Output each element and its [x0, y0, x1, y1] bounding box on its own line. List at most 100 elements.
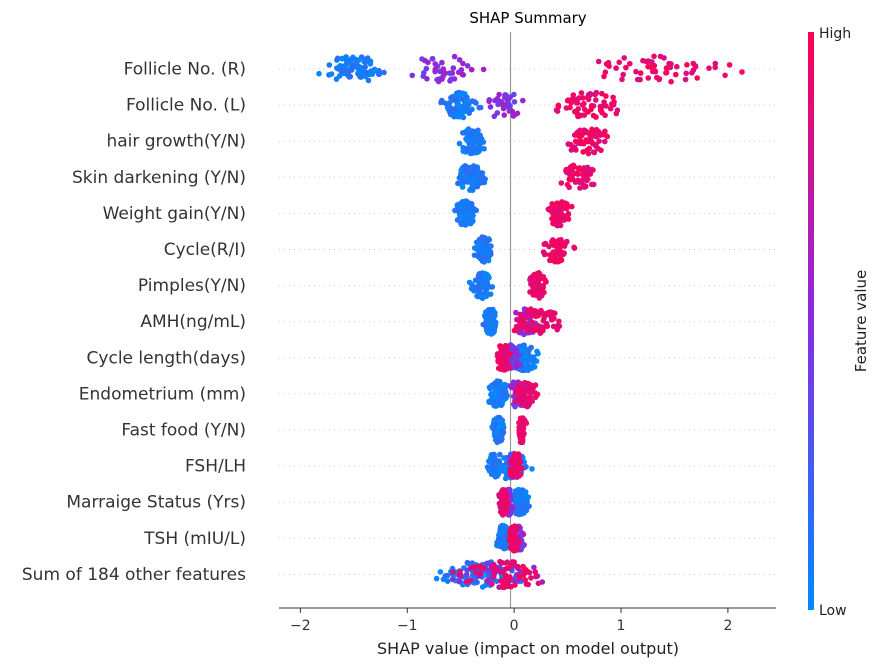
shap-dot — [448, 94, 454, 101]
shap-dot — [692, 64, 699, 70]
shap-dot — [501, 455, 507, 461]
shap-dot — [600, 130, 607, 137]
shap-dot — [579, 177, 585, 184]
shap-dot — [469, 129, 476, 135]
shap-dot — [579, 102, 586, 108]
shap-dot — [516, 329, 522, 335]
shap-dot — [409, 72, 416, 79]
shap-dot — [556, 318, 562, 325]
shap-dot — [539, 292, 545, 299]
shap-dot — [474, 174, 481, 181]
shap-dot — [548, 255, 555, 262]
shap-dot — [517, 324, 524, 330]
shap-dot — [521, 507, 528, 513]
shap-dot — [582, 174, 589, 180]
shap-dot — [589, 166, 595, 173]
shap-dot — [606, 63, 612, 69]
shap-dot — [478, 565, 484, 572]
shap-dot — [542, 277, 548, 283]
shap-dot — [362, 56, 368, 63]
shap-dot — [515, 452, 521, 459]
shap-dot — [549, 309, 556, 316]
shap-dot — [499, 504, 505, 511]
shap-dot — [469, 209, 476, 215]
shap-dot — [491, 569, 497, 575]
shap-dot — [674, 63, 680, 70]
shap-dot — [490, 306, 496, 313]
shap-dot — [663, 69, 670, 76]
shap-dot — [494, 402, 501, 409]
colorbar-title: Feature value — [852, 270, 870, 372]
shap-dot — [465, 203, 472, 210]
shap-dot — [477, 570, 483, 577]
shap-dot — [567, 174, 574, 181]
shap-dot — [602, 138, 608, 145]
shap-dot — [434, 76, 440, 83]
shap-dot — [451, 53, 458, 60]
shap-dot — [450, 569, 456, 575]
shap-dot — [432, 66, 439, 72]
shap-dot — [535, 322, 541, 329]
shap-dot — [523, 581, 530, 587]
shap-dot — [501, 488, 507, 495]
shap-dot — [576, 166, 583, 172]
shap-dot — [503, 574, 509, 580]
shap-dot — [503, 560, 509, 566]
shap-dot — [529, 398, 535, 405]
shap-dot — [459, 71, 466, 78]
shap-dot — [492, 437, 499, 443]
shap-dot — [316, 70, 322, 77]
shap-dot — [521, 319, 527, 325]
shap-dot — [522, 361, 528, 367]
feature-label: Sum of 184 other features — [22, 565, 246, 585]
shap-dot — [439, 59, 445, 66]
shap-dot — [572, 145, 578, 152]
shap-dot — [440, 73, 446, 80]
shap-dot — [356, 57, 362, 63]
shap-dot — [500, 365, 506, 372]
shap-dot — [334, 55, 341, 62]
shap-dot — [706, 65, 712, 71]
shap-dot — [576, 95, 582, 101]
shap-dot — [520, 97, 526, 104]
shap-dot — [463, 130, 470, 136]
shap-dot — [551, 220, 557, 227]
shap-dot — [593, 114, 599, 120]
shap-dot — [498, 569, 505, 575]
x-tick-label: −2 — [290, 618, 311, 634]
x-tick-label: 2 — [723, 618, 732, 634]
shap-dot — [643, 58, 649, 65]
shap-dot — [326, 62, 333, 68]
shap-dot — [508, 384, 514, 391]
shap-dot — [444, 572, 451, 579]
shap-dot — [354, 64, 361, 71]
shap-dot — [528, 575, 534, 581]
shap-dot — [623, 64, 629, 71]
shap-dot — [462, 107, 468, 114]
shap-dot — [673, 71, 679, 78]
shap-dot — [339, 56, 345, 62]
shap-dot — [342, 67, 349, 74]
shap-dot — [432, 61, 439, 67]
shap-dot — [555, 244, 561, 250]
shap-dot — [555, 322, 561, 329]
shap-dot — [501, 393, 507, 400]
shap-dot — [495, 535, 502, 542]
shap-dot — [513, 363, 520, 370]
shap-dot — [471, 284, 478, 290]
shap-dot — [483, 560, 490, 567]
shap-dot — [524, 327, 530, 334]
shap-dot — [475, 272, 482, 279]
shap-dot — [511, 347, 517, 353]
shap-dot — [440, 66, 447, 72]
shap-dot — [460, 60, 466, 67]
shap-dot — [645, 75, 651, 81]
shap-dot — [529, 273, 536, 280]
shap-dot — [484, 464, 491, 470]
shap-dot — [486, 243, 493, 250]
shap-dot — [576, 133, 582, 139]
shap-dot — [452, 96, 459, 103]
shap-dot — [528, 388, 534, 395]
shap-dot — [514, 316, 520, 323]
